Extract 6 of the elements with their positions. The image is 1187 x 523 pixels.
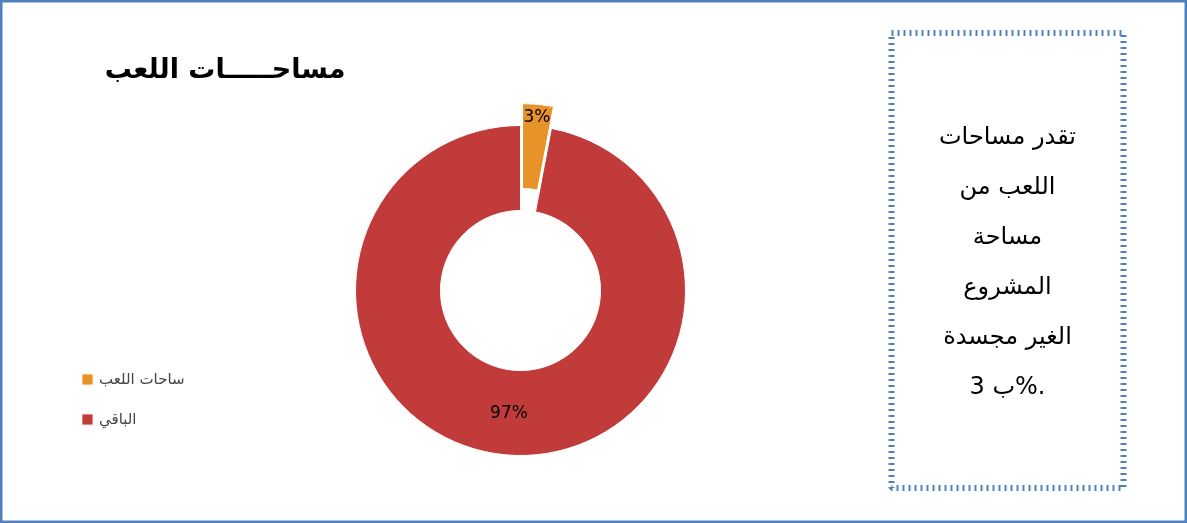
legend-label: ساحات اللعب <box>99 370 185 388</box>
chart-title: مساحـــــات اللعب <box>104 53 346 84</box>
data-label: 3% <box>523 106 551 127</box>
data-label: 97% <box>490 402 528 423</box>
legend-label: الباقي <box>99 410 137 428</box>
text: تقدر مساحات اللعب من مساحة المشروع الغير مجسدة ب 3%. <box>939 121 1076 400</box>
